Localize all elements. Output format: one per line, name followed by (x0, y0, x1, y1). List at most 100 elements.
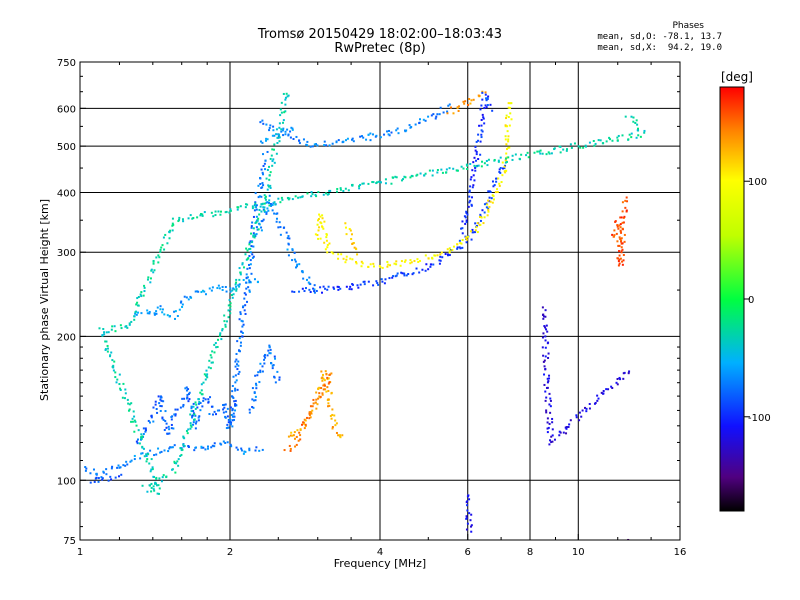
data-point (242, 305, 245, 308)
data-point (479, 219, 482, 222)
data-point (200, 213, 203, 216)
data-points (84, 90, 646, 540)
data-point (474, 169, 477, 172)
data-point (376, 281, 379, 284)
data-point (613, 234, 616, 237)
data-point (335, 141, 338, 144)
data-point (439, 255, 442, 258)
data-point (266, 150, 269, 153)
data-point (202, 397, 205, 400)
data-point (145, 460, 148, 463)
data-point (271, 364, 274, 367)
data-point (168, 315, 171, 318)
data-point (465, 210, 468, 213)
data-point (376, 181, 379, 184)
data-point (470, 204, 473, 207)
data-point (616, 378, 619, 381)
data-point (505, 160, 508, 163)
data-point (509, 112, 512, 115)
data-point (452, 112, 455, 115)
data-point (266, 138, 269, 141)
data-point (229, 302, 232, 305)
data-point (418, 122, 421, 125)
data-point (541, 306, 544, 309)
data-point (469, 199, 472, 202)
data-point (248, 449, 251, 452)
data-point (485, 206, 488, 209)
data-point (500, 181, 503, 184)
data-point (271, 367, 274, 370)
data-point (241, 332, 244, 335)
data-point (262, 184, 265, 187)
data-point (284, 96, 287, 99)
data-point (548, 443, 551, 446)
data-point (128, 322, 131, 325)
data-point (143, 284, 146, 287)
data-point (305, 143, 308, 146)
data-point (477, 158, 480, 161)
data-point (258, 208, 261, 211)
data-point (536, 150, 539, 153)
data-point (177, 464, 180, 467)
data-point (359, 135, 362, 138)
data-point (152, 420, 155, 423)
data-point (222, 404, 225, 407)
data-point (245, 247, 248, 250)
data-point (239, 344, 242, 347)
data-point (148, 312, 151, 315)
data-point (510, 118, 513, 121)
data-point (372, 133, 375, 136)
data-point (221, 285, 224, 288)
data-point (243, 292, 246, 295)
data-point (309, 416, 312, 419)
data-point (318, 226, 321, 229)
data-point (643, 129, 646, 132)
data-point (254, 235, 257, 238)
data-point (160, 399, 163, 402)
data-point (427, 257, 430, 260)
data-point (255, 221, 258, 224)
data-point (334, 419, 337, 422)
data-point (474, 229, 477, 232)
data-point (322, 227, 325, 230)
data-point (471, 228, 474, 231)
data-point (177, 220, 180, 223)
data-point (168, 447, 171, 450)
data-point (389, 264, 392, 267)
data-point (157, 447, 160, 450)
data-point (482, 117, 485, 120)
data-point (390, 182, 393, 185)
data-point (258, 195, 261, 198)
data-point (350, 288, 353, 291)
data-point (538, 150, 541, 153)
data-point (178, 308, 181, 311)
data-point (136, 438, 139, 441)
data-point (465, 237, 468, 240)
data-point (148, 421, 151, 424)
data-point (345, 233, 348, 236)
data-point (168, 230, 171, 233)
data-point (217, 338, 220, 341)
data-point (130, 459, 133, 462)
data-point (403, 272, 406, 275)
data-point (466, 168, 469, 171)
data-point (327, 402, 330, 405)
data-point (585, 410, 588, 413)
data-point (461, 238, 464, 241)
data-point (114, 371, 117, 374)
data-point (231, 415, 234, 418)
data-point (325, 373, 328, 376)
colorbar-tick-label: 0 (748, 295, 754, 306)
data-point (257, 228, 260, 231)
data-point (312, 287, 315, 290)
data-point (344, 222, 347, 225)
phase-stats-x: mean, sd,X: 94.2, 19.0 (597, 43, 722, 53)
data-point (436, 169, 439, 172)
data-point (97, 477, 100, 480)
data-point (424, 269, 427, 272)
data-point (466, 504, 469, 507)
data-point (231, 384, 234, 387)
y-tick-label: 600 (57, 104, 76, 115)
data-point (304, 287, 307, 290)
data-point (152, 262, 155, 265)
